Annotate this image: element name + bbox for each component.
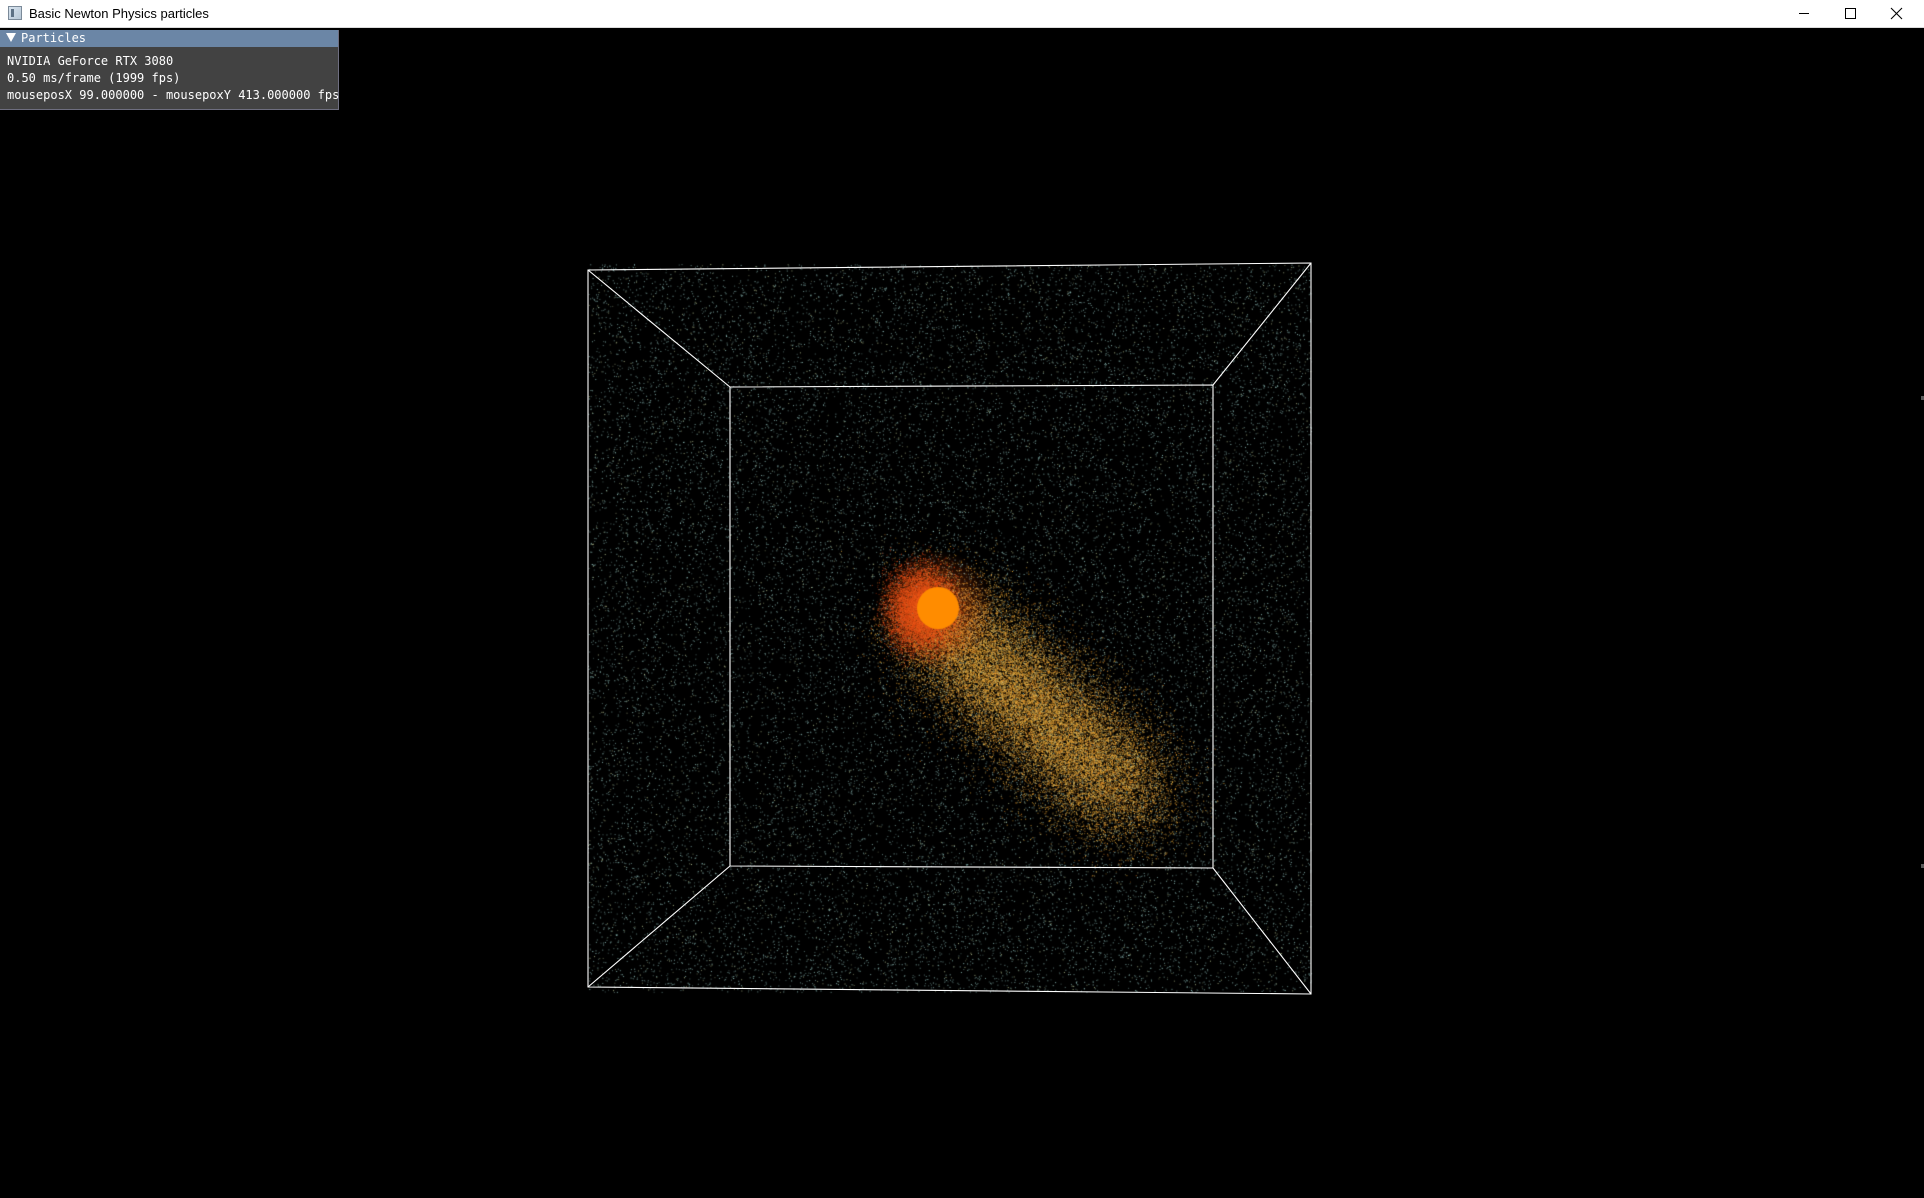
panel-title: Particles bbox=[21, 31, 87, 45]
gpu-name: NVIDIA GeForce RTX 3080 bbox=[7, 54, 174, 68]
minimize-icon bbox=[1799, 13, 1809, 14]
edge-marker bbox=[1921, 396, 1924, 400]
collapse-arrow-icon[interactable] bbox=[6, 33, 16, 42]
particles-panel-header[interactable]: Particles bbox=[0, 30, 338, 47]
frame-time: 0.50 ms/frame (1999 fps) bbox=[7, 71, 181, 85]
minimize-button[interactable] bbox=[1782, 0, 1828, 28]
edge-marker bbox=[1921, 864, 1924, 868]
close-button[interactable] bbox=[1874, 0, 1920, 28]
particle-scene[interactable] bbox=[0, 28, 1924, 1198]
particles-panel[interactable]: Particles NVIDIA GeForce RTX 3080 0.50 m… bbox=[0, 30, 339, 110]
render-viewport[interactable] bbox=[0, 28, 1924, 1198]
title-bar[interactable]: Basic Newton Physics particles bbox=[0, 0, 1924, 28]
maximize-button[interactable] bbox=[1828, 0, 1874, 28]
maximize-icon bbox=[1845, 8, 1856, 19]
window-title: Basic Newton Physics particles bbox=[29, 6, 209, 21]
mouse-position: mouseposX 99.000000 - mousepoxY 413.0000… bbox=[7, 88, 340, 102]
application-icon bbox=[8, 6, 22, 20]
close-icon bbox=[1890, 7, 1903, 20]
